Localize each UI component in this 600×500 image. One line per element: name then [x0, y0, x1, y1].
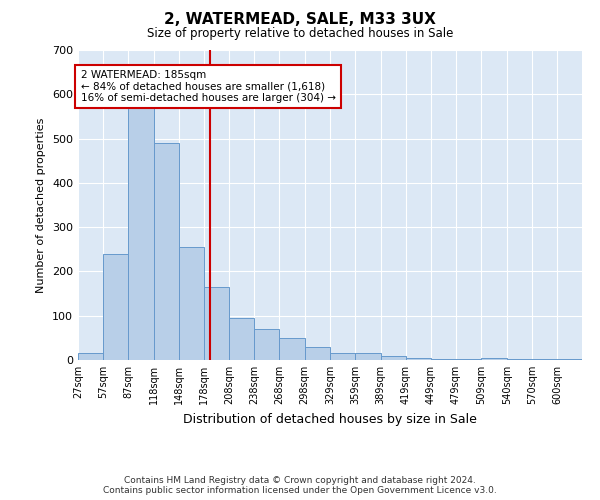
Bar [456, 359, 481, 360]
Bar [406, 358, 431, 360]
Text: 2 WATERMEAD: 185sqm
← 84% of detached houses are smaller (1,618)
16% of semi-det: 2 WATERMEAD: 185sqm ← 84% of detached ho… [80, 70, 335, 103]
Bar [154, 143, 179, 360]
Bar [431, 359, 456, 360]
Bar [331, 354, 355, 360]
Bar [179, 247, 204, 360]
Bar [229, 318, 254, 360]
Text: Size of property relative to detached houses in Sale: Size of property relative to detached ho… [147, 28, 453, 40]
Y-axis label: Number of detached properties: Number of detached properties [37, 118, 46, 292]
Bar [103, 254, 128, 360]
Bar [78, 354, 103, 360]
Text: 2, WATERMEAD, SALE, M33 3UX: 2, WATERMEAD, SALE, M33 3UX [164, 12, 436, 28]
Bar [280, 338, 305, 360]
Bar [204, 287, 229, 360]
Bar [128, 106, 154, 360]
Bar [557, 359, 582, 360]
X-axis label: Distribution of detached houses by size in Sale: Distribution of detached houses by size … [183, 412, 477, 426]
Bar [532, 359, 557, 360]
Bar [481, 358, 507, 360]
Bar [305, 346, 331, 360]
Bar [254, 329, 280, 360]
Bar [507, 359, 532, 360]
Bar [380, 356, 406, 360]
Text: Contains HM Land Registry data © Crown copyright and database right 2024.
Contai: Contains HM Land Registry data © Crown c… [103, 476, 497, 495]
Bar [355, 354, 380, 360]
